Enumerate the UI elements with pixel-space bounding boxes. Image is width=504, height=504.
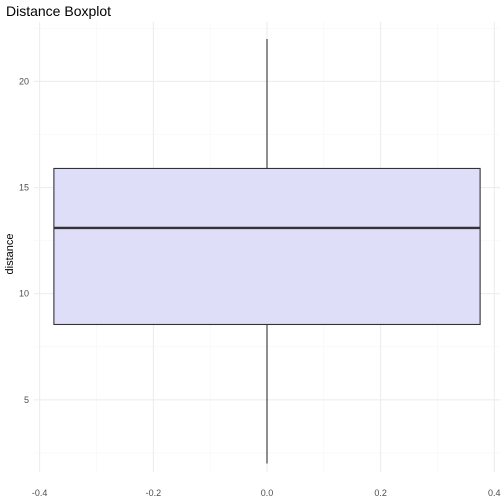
y-tick-label: 5 [24, 395, 29, 405]
x-tick-label: -0.2 [146, 488, 162, 498]
y-tick-label: 10 [19, 289, 29, 299]
x-tick-label: 0.2 [374, 488, 387, 498]
y-tick-label: 20 [19, 76, 29, 86]
x-tick-label: 0.4 [488, 488, 501, 498]
y-tick-label: 15 [19, 183, 29, 193]
y-axis-title: distance [4, 234, 16, 275]
tick-labels: -0.4 -0.2 0.0 0.2 0.4 5 10 15 20 [19, 76, 501, 498]
iqr-box [53, 167, 481, 326]
x-tick-label: -0.4 [32, 488, 48, 498]
box-group [53, 38, 481, 464]
x-tick-label: 0.0 [261, 488, 274, 498]
chart-title: Distance Boxplot [6, 3, 111, 19]
